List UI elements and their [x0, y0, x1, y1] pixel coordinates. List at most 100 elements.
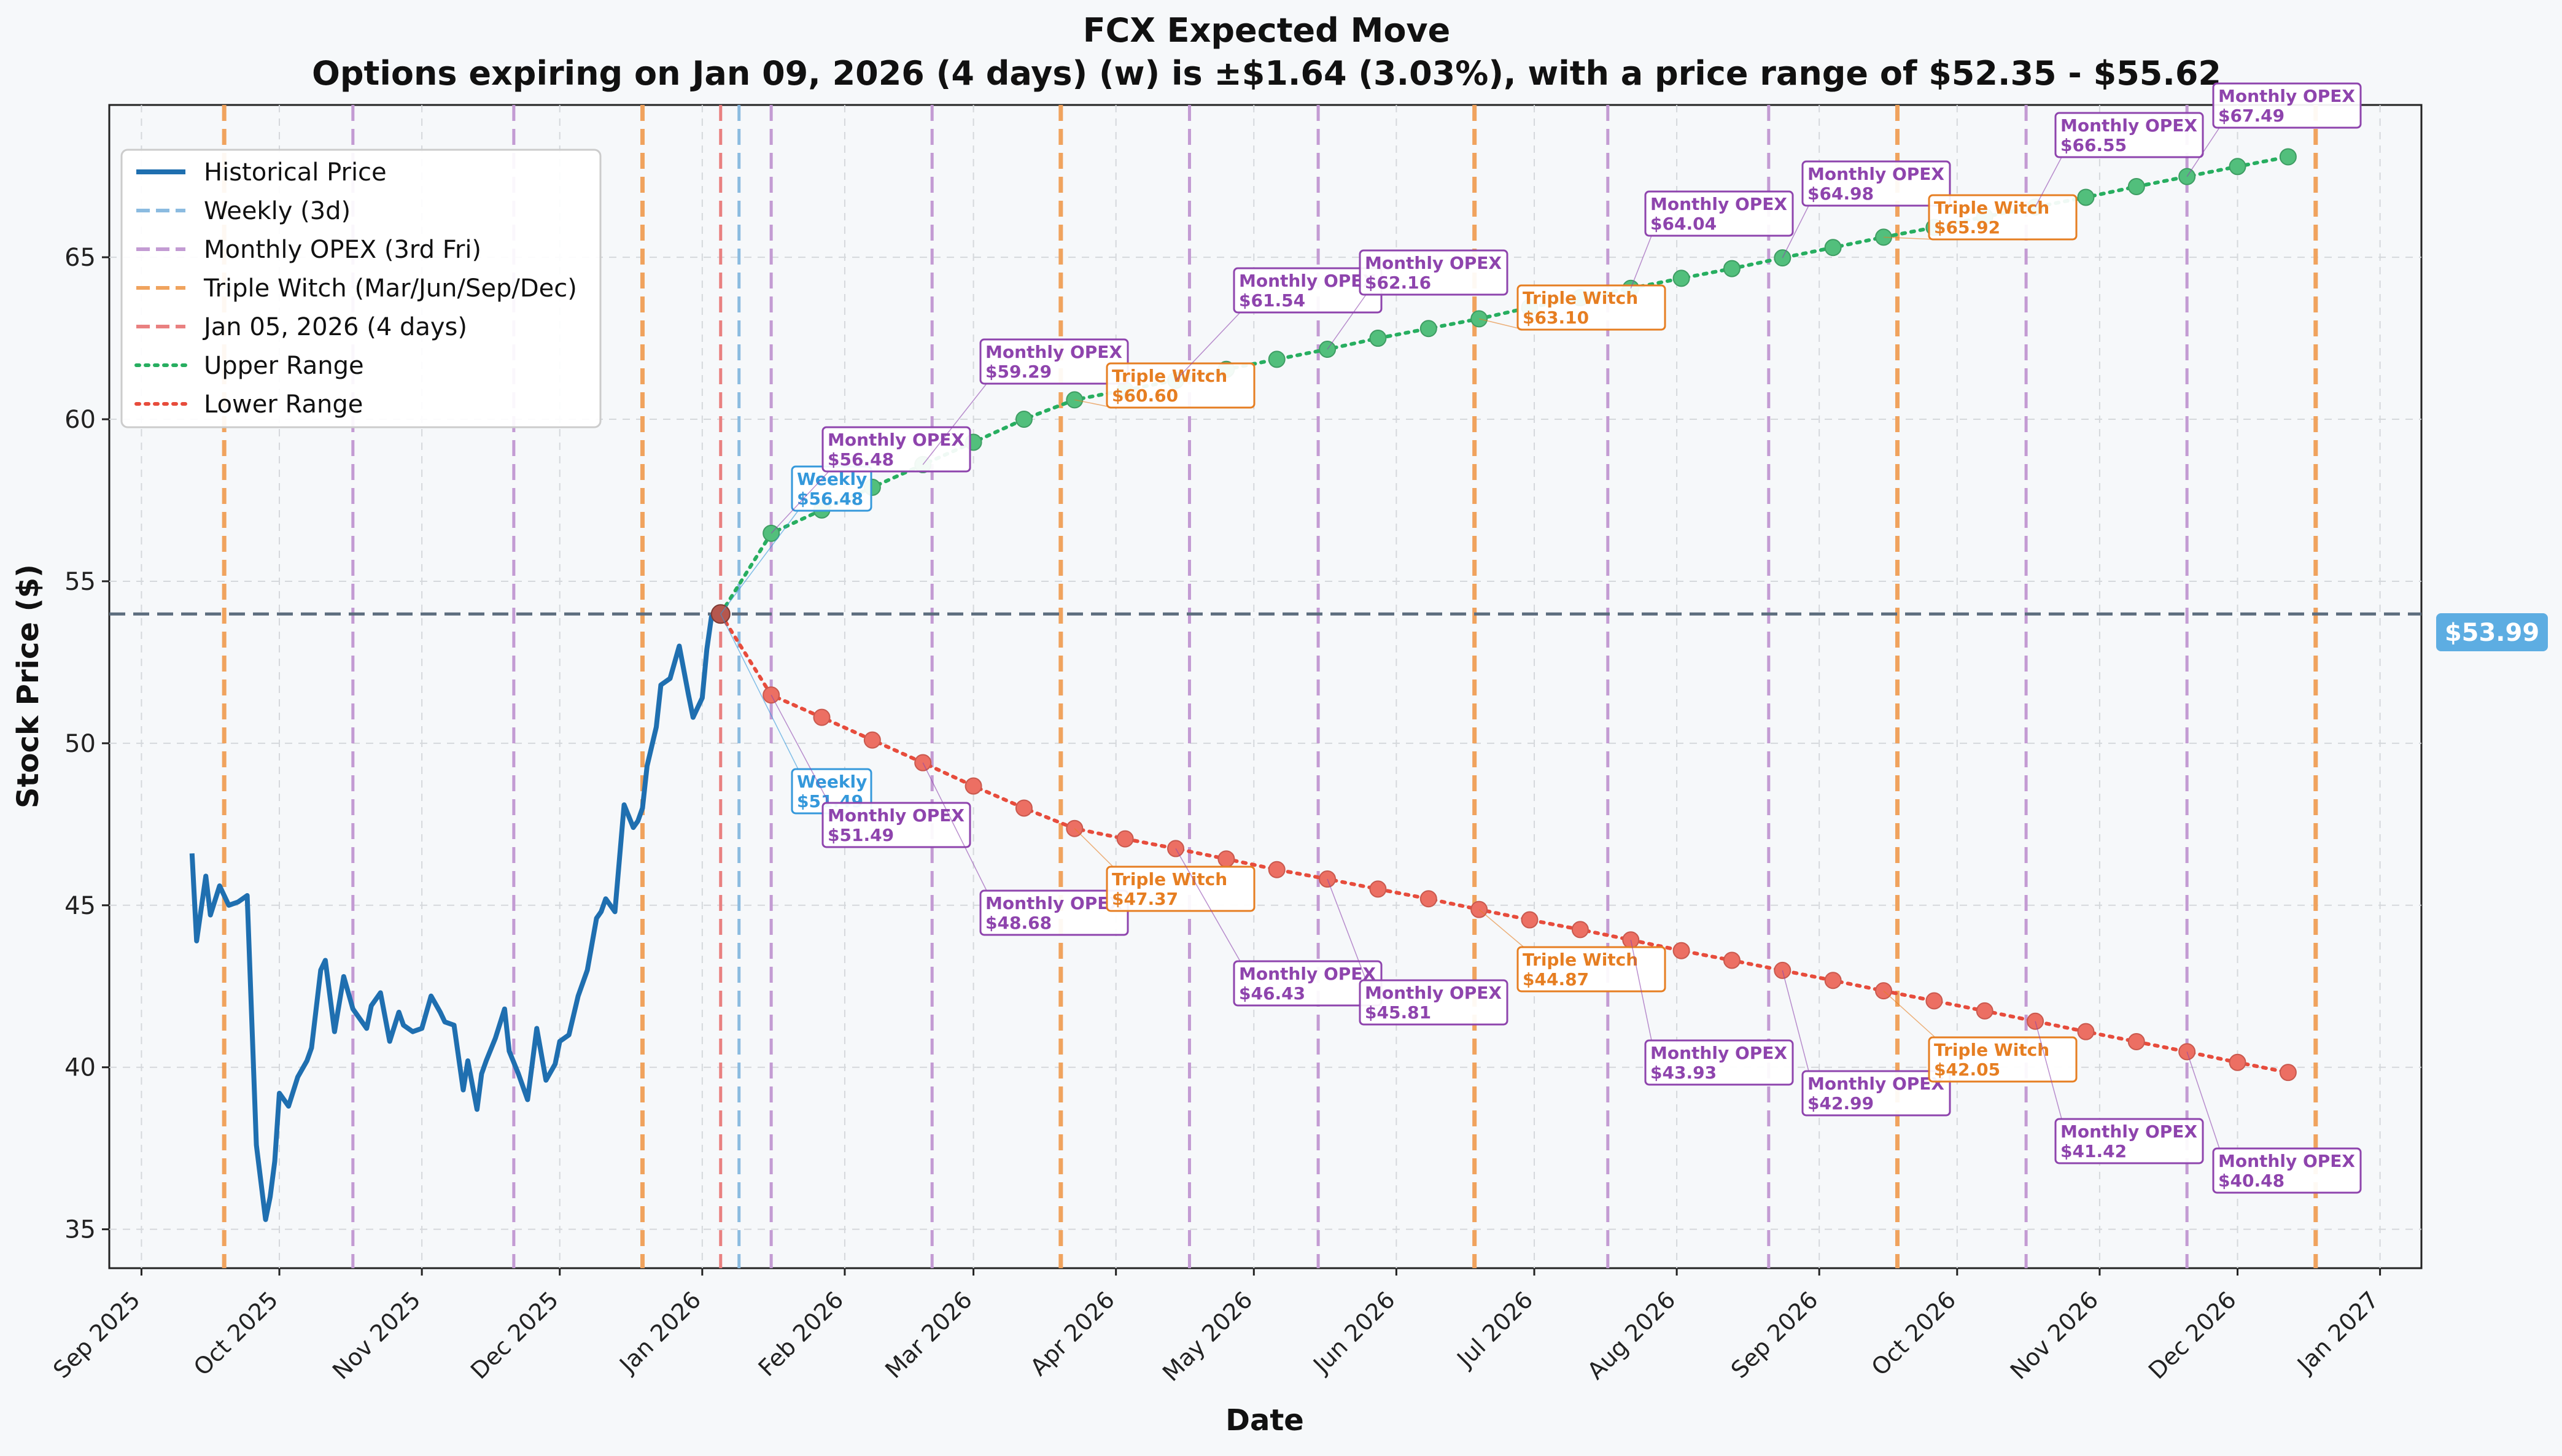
- annotation-title: Monthly OPEX: [1807, 164, 1944, 184]
- annotation-monthly-upper: Monthly OPEX$61.54: [1233, 267, 1383, 314]
- x-tick-label: Dec 2026: [2143, 1286, 2242, 1384]
- annotation-triple-lower: Triple Witch$42.05: [1928, 1036, 2078, 1083]
- annotation-value: $41.42: [2060, 1141, 2127, 1161]
- annotation-title: Monthly OPEX: [2060, 1121, 2197, 1142]
- y-tick-label: 65: [64, 244, 96, 272]
- annotation-leader: [720, 613, 799, 770]
- annotation-monthly-lower: Monthly OPEX$42.99: [1801, 1070, 1951, 1117]
- annotation-box: [1928, 1036, 2078, 1083]
- annotation-box: [1516, 946, 1666, 993]
- annotation-box: [2212, 1147, 2362, 1194]
- annotation-title: Monthly OPEX: [1365, 983, 1502, 1003]
- annotation-leader: [2186, 1051, 2220, 1149]
- annotation-value: $59.29: [985, 362, 1052, 382]
- annotation-value: $43.93: [1650, 1063, 1717, 1083]
- lower-range-point: [863, 731, 881, 749]
- annotation-box: [821, 802, 971, 848]
- x-tick-label: Jan 2026: [613, 1286, 706, 1379]
- annotation-leader: [771, 694, 829, 804]
- annotation-box: [2054, 1118, 2204, 1164]
- annotation-value: $65.92: [1934, 217, 2000, 238]
- x-tick-label: Jul 2026: [1451, 1286, 1538, 1373]
- annotation-value: $61.54: [1239, 290, 1305, 311]
- x-tick-label: Sep 2025: [48, 1286, 146, 1384]
- lower-range-point: [1116, 830, 1134, 848]
- annotation-leader: [1327, 878, 1367, 981]
- legend-label-today: Jan 05, 2026 (4 days): [202, 313, 467, 341]
- annotation-monthly-lower: Monthly OPEX$51.49: [821, 802, 971, 848]
- annotation-monthly-lower: Monthly OPEX$43.93: [1644, 1039, 1794, 1086]
- annotation-triple-lower: Triple Witch$47.37: [1106, 865, 1256, 912]
- legend-label-upper: Upper Range: [204, 352, 364, 380]
- annotation-leader: [2186, 127, 2220, 177]
- annotation-value: $48.68: [985, 913, 1052, 933]
- annotation-leader: [922, 762, 987, 891]
- chart-subtitle: Options expiring on Jan 09, 2026 (4 days…: [312, 54, 2221, 93]
- annotation-value: $42.99: [1807, 1093, 1874, 1113]
- annotation-triple-upper: Triple Witch$63.10: [1516, 284, 1666, 331]
- annotation-leader: [1478, 909, 1524, 948]
- lower-range-point: [1521, 911, 1539, 929]
- annotation-box: [1106, 865, 1256, 912]
- annotation-title: Monthly OPEX: [1807, 1074, 1944, 1094]
- annotation-value: $64.04: [1650, 214, 1717, 234]
- legend-box: [120, 149, 602, 428]
- upper-range-point: [1824, 239, 1842, 257]
- annotation-leader: [1175, 312, 1241, 381]
- annotation-value: $51.49: [828, 825, 894, 845]
- annotation-box: [1644, 1039, 1794, 1086]
- annotation-title: Monthly OPEX: [1239, 271, 1376, 291]
- annotation-value: $47.37: [1112, 889, 1178, 909]
- lower-range-point: [1976, 1002, 1993, 1020]
- annotation-box: [1801, 1070, 1951, 1117]
- lower-range-point: [1015, 799, 1033, 817]
- annotation-leader: [1074, 399, 1114, 408]
- annotation-title: Triple Witch: [1523, 288, 1638, 308]
- upper-range-point: [2229, 158, 2246, 176]
- annotation-title: Monthly OPEX: [1650, 1043, 1787, 1063]
- current-price-badge-bg: [2436, 613, 2548, 651]
- annotation-box: [1801, 160, 1951, 207]
- lower-range-point: [1672, 942, 1690, 959]
- annotation-box: [979, 889, 1129, 936]
- lower-range-point: [1571, 921, 1589, 939]
- annotation-title: Monthly OPEX: [1365, 253, 1502, 273]
- x-tick-label: Feb 2026: [753, 1286, 849, 1382]
- annotation-title: Monthly OPEX: [828, 430, 965, 450]
- x-tick-label: Sep 2026: [1726, 1286, 1823, 1384]
- x-tick-label: Dec 2025: [465, 1286, 564, 1384]
- lower-range-point: [1925, 992, 1943, 1010]
- upper-range-point: [1672, 269, 1690, 287]
- annotation-title: Triple Witch: [1112, 366, 1227, 386]
- annotation-monthly-upper: Monthly OPEX$64.04: [1644, 190, 1794, 237]
- annotation-monthly-upper: Monthly OPEX$64.98: [1801, 160, 1951, 207]
- annotation-value: $62.16: [1365, 273, 1431, 293]
- lower-range-point: [1419, 890, 1437, 908]
- annotation-title: Monthly OPEX: [1239, 964, 1376, 984]
- annotation-title: Triple Witch: [1934, 198, 2049, 218]
- legend-label-triple: Triple Witch (Mar/Jun/Sep/Dec): [203, 274, 577, 303]
- annotation-leader: [771, 471, 829, 534]
- annotation-leader: [1630, 940, 1652, 1041]
- annotation-value: $56.48: [828, 449, 894, 470]
- annotation-triple-upper: Triple Witch$65.92: [1928, 194, 2078, 241]
- lower-range-point: [2127, 1033, 2145, 1051]
- annotation-title: Monthly OPEX: [1650, 194, 1787, 214]
- lower-range-point: [1268, 861, 1286, 878]
- y-axis-label: Stock Price ($): [11, 564, 45, 808]
- annotation-monthly-upper: Monthly OPEX$59.29: [979, 338, 1129, 385]
- annotation-value: $45.81: [1365, 1002, 1431, 1023]
- annotation-value: $42.05: [1934, 1059, 2000, 1080]
- annotation-monthly-lower: Monthly OPEX$41.42: [2054, 1118, 2204, 1164]
- y-tick-label: 35: [64, 1216, 96, 1244]
- annotation-title: Triple Witch: [1934, 1040, 2049, 1060]
- annotation-leader: [2035, 157, 2062, 207]
- annotation-value: $40.48: [2218, 1171, 2284, 1191]
- legend-label-monthly: Monthly OPEX (3rd Fri): [204, 236, 481, 264]
- x-tick-label: Oct 2026: [1866, 1286, 1962, 1381]
- annotation-leader: [1630, 235, 1652, 289]
- lower-range-point: [2279, 1064, 2297, 1082]
